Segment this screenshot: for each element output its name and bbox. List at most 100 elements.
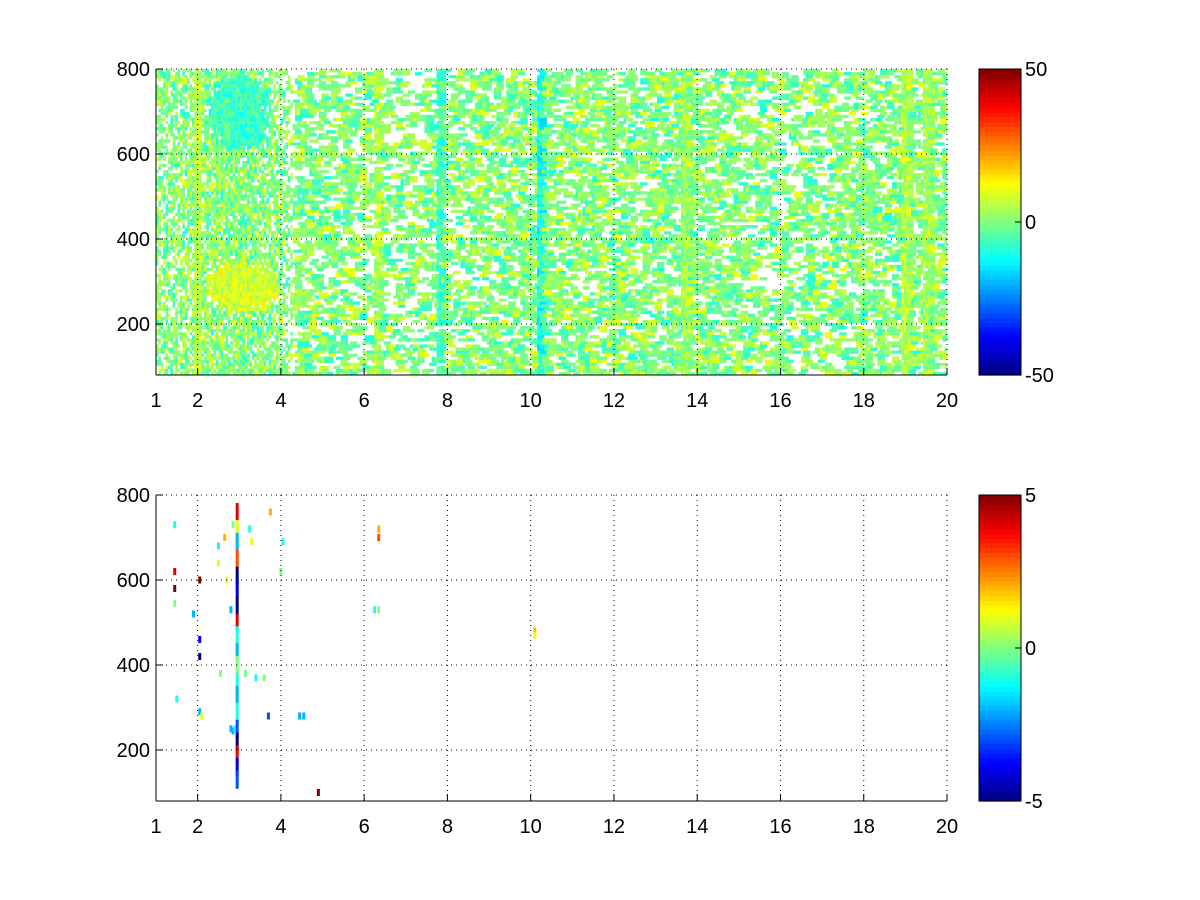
heatmap-cell xyxy=(333,365,341,370)
heatmap-cell xyxy=(194,258,197,262)
heatmap-cell xyxy=(199,102,202,106)
heatmap-cell xyxy=(292,124,301,131)
heatmap-cell xyxy=(235,356,238,360)
heatmap-cell xyxy=(251,114,255,122)
heatmap-cell xyxy=(194,127,197,134)
heatmap-cell xyxy=(321,332,329,336)
heatmap-cell xyxy=(235,237,238,244)
heatmap-cell xyxy=(261,188,265,195)
heatmap-cell xyxy=(239,243,243,250)
heatmap-cell xyxy=(167,350,171,354)
heatmap-cell xyxy=(215,255,219,259)
heatmap-cell xyxy=(206,310,209,318)
heatmap-cell xyxy=(194,139,197,146)
heatmap-cell xyxy=(261,237,265,241)
heatmap-cell xyxy=(247,166,250,171)
heatmap-cell xyxy=(297,338,305,342)
heatmap-cell xyxy=(218,145,221,152)
heatmap-cell xyxy=(314,102,322,106)
heatmap-cell xyxy=(213,341,217,345)
heatmap-cell xyxy=(251,261,255,266)
heatmap-cell xyxy=(199,270,202,275)
heatmap-cell xyxy=(309,365,317,370)
heatmap-cell xyxy=(175,72,178,76)
heatmap-cell xyxy=(347,231,356,235)
heatmap-cell xyxy=(299,234,308,238)
heatmap-cell xyxy=(268,295,272,299)
heatmap-cell xyxy=(208,151,212,155)
heatmap-cell xyxy=(280,283,284,287)
heatmap-cell xyxy=(230,280,233,287)
heatmap-cell xyxy=(347,194,356,198)
heatmap-cell xyxy=(275,246,279,253)
heatmap-cell xyxy=(256,142,260,149)
heatmap-cell xyxy=(223,289,226,293)
heatmap-cell xyxy=(227,157,231,165)
heatmap-cell xyxy=(239,237,243,244)
heatmap-cell xyxy=(213,145,217,152)
heatmap-cell xyxy=(271,316,274,321)
heatmap-cell xyxy=(218,353,221,360)
heatmap-cell xyxy=(156,362,159,367)
heatmap-cell xyxy=(170,114,173,119)
heatmap-cell xyxy=(275,197,279,204)
heatmap-cell xyxy=(220,188,224,192)
heatmap-cell xyxy=(261,145,265,152)
heatmap-cell xyxy=(223,286,226,290)
heatmap-cell xyxy=(208,335,212,339)
heatmap-cell xyxy=(266,234,269,238)
heatmap-cell xyxy=(290,316,293,321)
heatmap-cell xyxy=(268,136,272,143)
heatmap-cell xyxy=(211,310,214,314)
heatmap-cell xyxy=(158,280,161,284)
heatmap-cell xyxy=(290,283,293,287)
heatmap-cell xyxy=(268,90,272,94)
heatmap-cell xyxy=(249,179,253,183)
heatmap-cell xyxy=(182,121,185,125)
heatmap-cell xyxy=(235,289,238,293)
heatmap-cell xyxy=(266,148,269,152)
heatmap-cell xyxy=(278,160,281,168)
heatmap-cell xyxy=(206,356,209,360)
heatmap-cell xyxy=(156,332,159,336)
heatmap-cell xyxy=(211,169,214,177)
heatmap-cell xyxy=(156,127,159,131)
heatmap-cell xyxy=(251,93,255,97)
heatmap-cell xyxy=(179,114,183,119)
heatmap-cell xyxy=(297,160,305,165)
heatmap-cell xyxy=(287,359,291,363)
heatmap-cell xyxy=(187,78,190,85)
heatmap-cell xyxy=(196,258,200,262)
heatmap-cell xyxy=(179,313,183,321)
heatmap-cell xyxy=(242,359,245,363)
heatmap-cell xyxy=(239,344,243,348)
heatmap-cell xyxy=(345,362,353,367)
heatmap-cell xyxy=(196,335,200,339)
heatmap-cell xyxy=(251,96,255,100)
heatmap-cell xyxy=(158,319,161,324)
heatmap-cell xyxy=(261,365,265,370)
heatmap-cell xyxy=(218,182,221,189)
heatmap-cell xyxy=(232,84,236,88)
heatmap-cell xyxy=(194,335,197,342)
heatmap-cell xyxy=(223,169,226,177)
heatmap-cell xyxy=(268,365,272,370)
heatmap-cell xyxy=(251,102,255,109)
heatmap-cell xyxy=(225,182,229,189)
heatmap-cell xyxy=(206,322,209,330)
heatmap-cell xyxy=(297,75,305,82)
heatmap-cell xyxy=(273,142,277,146)
heatmap-cell xyxy=(261,117,265,122)
heatmap-cell xyxy=(227,78,231,82)
heatmap-cell xyxy=(225,326,229,330)
heatmap-cell xyxy=(280,136,284,143)
heatmap-cell xyxy=(309,280,317,284)
heatmap-cell xyxy=(316,274,324,278)
heatmap-cell xyxy=(230,267,233,272)
heatmap-cell xyxy=(232,209,236,217)
heatmap-cell xyxy=(290,84,293,91)
heatmap-cell xyxy=(208,102,212,106)
heatmap-cell xyxy=(189,84,193,91)
heatmap-cell xyxy=(304,209,313,214)
heatmap-cell xyxy=(342,84,351,88)
